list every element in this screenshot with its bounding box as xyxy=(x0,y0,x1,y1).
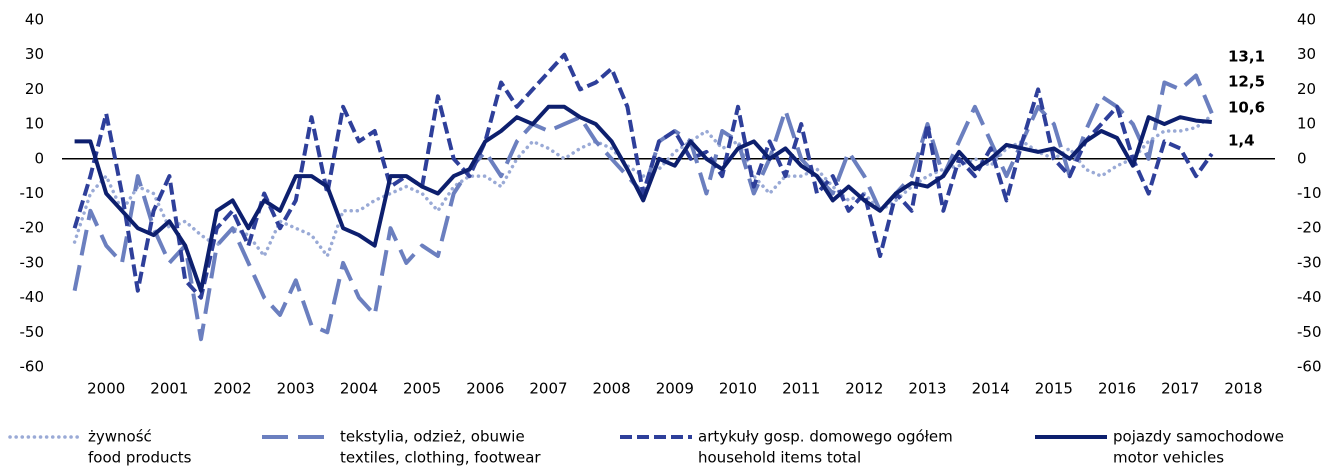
y-tick-label: -50 xyxy=(20,323,45,341)
value-label: 13,1 xyxy=(1228,48,1265,66)
series-line xyxy=(74,104,1212,293)
y-tick-label: -10 xyxy=(20,184,45,202)
y-tick-label: 0 xyxy=(34,149,44,167)
x-tick-label: 2007 xyxy=(529,380,567,398)
x-tick-label: 2018 xyxy=(1224,380,1262,398)
y2-tick-label: -30 xyxy=(1297,253,1322,271)
x-tick-label: 2016 xyxy=(1098,380,1136,398)
y2-tick-label: -10 xyxy=(1297,184,1322,202)
x-tick-label: 2002 xyxy=(213,380,251,398)
x-tick-label: 2004 xyxy=(340,380,378,398)
y-tick-label: 20 xyxy=(25,80,44,98)
x-tick-label: 2012 xyxy=(845,380,883,398)
legend-label: textiles, clothing, footwear xyxy=(340,449,541,467)
y2-tick-label: -40 xyxy=(1297,288,1322,306)
y-tick-label: -30 xyxy=(20,253,45,271)
y2-tick-label: 10 xyxy=(1297,115,1316,133)
x-tick-label: 2009 xyxy=(656,380,694,398)
legend-label: motor vehicles xyxy=(1113,449,1224,467)
x-tick-label: 2003 xyxy=(277,380,315,398)
series-line xyxy=(72,52,1214,300)
x-tick-label: 2015 xyxy=(1035,380,1073,398)
legend-label: tekstylia, odzież, obuwie xyxy=(340,428,525,446)
y2-tick-label: -60 xyxy=(1297,358,1322,376)
y-tick-label: 10 xyxy=(25,115,44,133)
y2-tick-label: 40 xyxy=(1297,11,1316,29)
x-tick-label: 2013 xyxy=(908,380,946,398)
x-tick-label: 2011 xyxy=(782,380,820,398)
value-label: 10,6 xyxy=(1228,99,1265,117)
legend-label: żywność xyxy=(88,428,152,446)
y-tick-label: -20 xyxy=(20,219,45,237)
legend-label: household items total xyxy=(698,449,861,467)
y2-tick-label: 0 xyxy=(1297,149,1307,167)
series-line xyxy=(72,73,1214,342)
x-tick-label: 2017 xyxy=(1161,380,1199,398)
x-tick-label: 2005 xyxy=(403,380,441,398)
plot-area xyxy=(62,20,1275,367)
x-tick-label: 2001 xyxy=(150,380,188,398)
x-tick-label: 2000 xyxy=(87,380,125,398)
legend-label: food products xyxy=(88,449,192,467)
x-tick-label: 2006 xyxy=(466,380,504,398)
y-tick-label: -60 xyxy=(20,358,45,376)
x-tick-label: 2008 xyxy=(593,380,631,398)
y2-tick-label: 30 xyxy=(1297,45,1316,63)
legend-label: artykuły gosp. domowego ogółem xyxy=(698,428,953,446)
y2-tick-label: 20 xyxy=(1297,80,1316,98)
y2-tick-label: -50 xyxy=(1297,323,1322,341)
y-tick-label: 40 xyxy=(25,11,44,29)
value-label: 12,5 xyxy=(1228,73,1265,91)
y-tick-label: -40 xyxy=(20,288,45,306)
x-tick-label: 2010 xyxy=(719,380,757,398)
y2-tick-label: -20 xyxy=(1297,219,1322,237)
value-label: 1,4 xyxy=(1228,132,1255,150)
legend-label: pojazdy samochodowe xyxy=(1113,428,1284,446)
y-tick-label: 30 xyxy=(25,45,44,63)
x-tick-label: 2014 xyxy=(972,380,1010,398)
